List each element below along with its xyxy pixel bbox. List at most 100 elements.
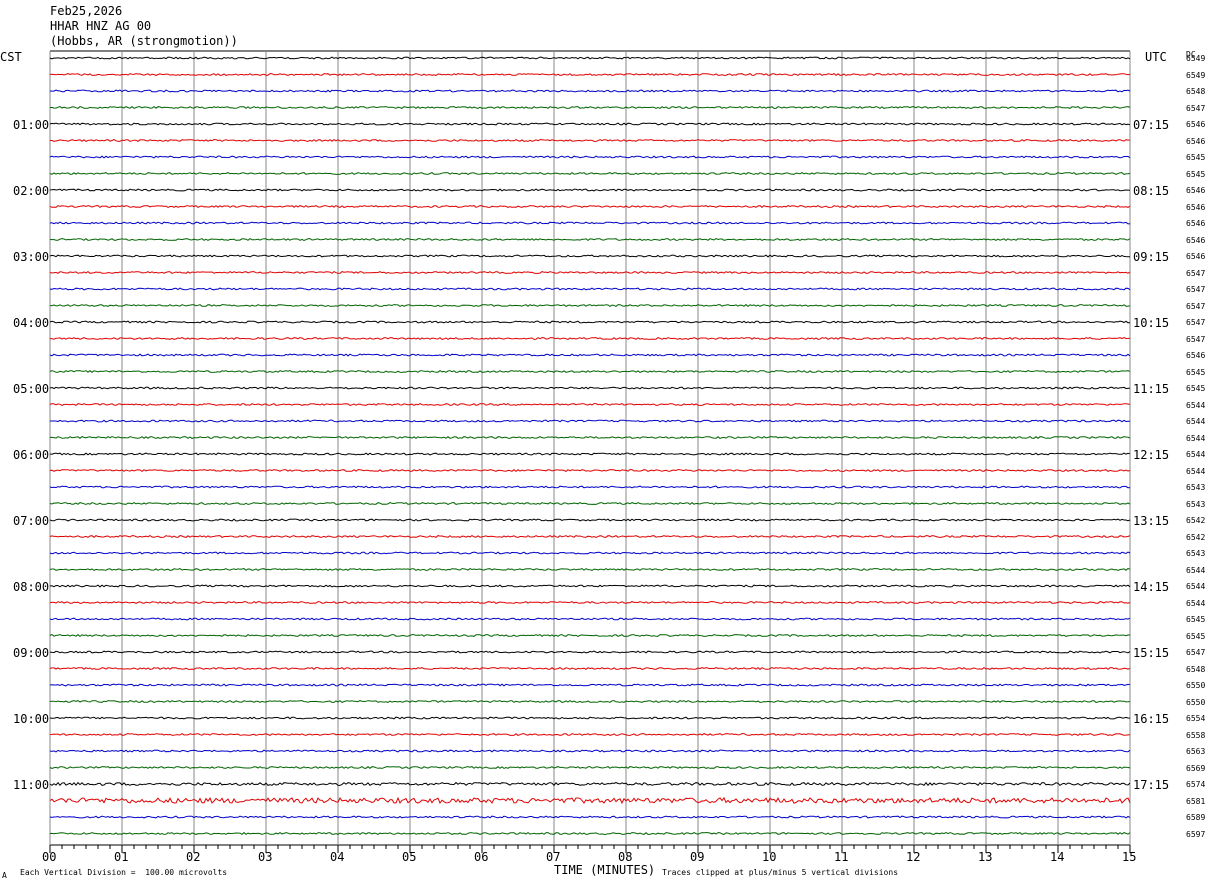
seismic-trace <box>49 699 1131 703</box>
right-hour-label: 09:15 <box>1133 250 1170 264</box>
dc-offset-label: 6542 <box>1186 516 1206 525</box>
trace-layer <box>49 56 1131 836</box>
seismic-trace <box>49 452 1131 456</box>
seismic-trace <box>49 270 1131 275</box>
seismic-trace <box>49 716 1131 720</box>
seismic-trace <box>49 435 1131 440</box>
dc-offset-label: 6545 <box>1186 384 1206 393</box>
seismic-trace <box>49 633 1131 638</box>
x-tick-label: 13 <box>978 850 993 864</box>
right-hour-label: 17:15 <box>1133 778 1170 792</box>
seismic-trace <box>49 796 1131 805</box>
left-hour-label: 06:00 <box>13 448 50 462</box>
dc-offset-label: 6563 <box>1186 747 1206 756</box>
dc-column-label: DC <box>1186 50 1196 59</box>
dc-offset-label: 6546 <box>1186 351 1206 360</box>
seismic-trace <box>49 551 1131 555</box>
seismic-trace <box>49 155 1131 159</box>
dc-offset-label: 6544 <box>1186 466 1206 476</box>
seismic-trace <box>49 303 1131 308</box>
dc-offset-label: 6547 <box>1186 648 1206 657</box>
seismic-trace <box>49 204 1131 209</box>
scale-note: Each Vertical Division = 100.00 microvol… <box>20 868 228 877</box>
dc-offset-label: 6546 <box>1186 186 1206 195</box>
dc-offset-label: 6546 <box>1186 219 1206 228</box>
x-tick-label: 12 <box>906 850 921 864</box>
dc-offset-label: 6546 <box>1186 120 1206 129</box>
left-hour-label: 05:00 <box>13 382 50 396</box>
seismic-trace <box>49 815 1131 819</box>
dc-offset-label: 6546 <box>1186 235 1206 245</box>
header-location: (Hobbs, AR (strongmotion)) <box>50 34 238 48</box>
x-tick-label: 02 <box>186 850 201 864</box>
right-hour-label: 16:15 <box>1133 712 1170 726</box>
dc-offset-label: 6544 <box>1186 433 1206 443</box>
seismic-trace <box>49 568 1131 572</box>
dc-offset-label: 6597 <box>1186 829 1206 839</box>
left-timezone-label: CST <box>0 50 22 64</box>
x-tick-label: 05 <box>402 850 417 864</box>
dc-offset-label: 6548 <box>1186 87 1206 96</box>
dc-offset-label: 6544 <box>1186 450 1206 459</box>
dc-offset-label: 6544 <box>1186 417 1206 426</box>
seismic-trace <box>49 485 1131 489</box>
left-hour-label: 09:00 <box>13 646 50 660</box>
seismic-trace <box>49 518 1131 522</box>
seismic-trace <box>49 353 1131 357</box>
x-tick-label: 14 <box>1050 850 1065 864</box>
seismic-trace <box>49 650 1131 654</box>
tick-layer <box>49 845 1131 853</box>
dc-offset-label: 6547 <box>1186 103 1206 113</box>
dc-offset-label: 6554 <box>1186 714 1206 723</box>
header-station: HHAR HNZ AG 00 <box>50 19 152 33</box>
left-hour-label: 03:00 <box>13 250 50 264</box>
dc-offset-label: 6546 <box>1186 202 1206 212</box>
right-hour-label: 12:15 <box>1133 448 1170 462</box>
seismic-trace <box>49 765 1131 770</box>
seismic-trace <box>49 386 1131 390</box>
right-timezone-label: UTC <box>1145 50 1167 64</box>
right-hour-label: 10:15 <box>1133 316 1170 330</box>
x-tick-label: 00 <box>42 850 57 864</box>
dc-offset-label: 6543 <box>1186 483 1206 492</box>
right-hour-label: 13:15 <box>1133 514 1170 528</box>
seismic-trace <box>49 402 1131 407</box>
dc-offset-label: 6545 <box>1186 615 1206 624</box>
dc-offset-label: 6545 <box>1186 169 1206 179</box>
seismic-trace <box>49 122 1131 126</box>
dc-offset-label: 6544 <box>1186 582 1206 591</box>
seismic-trace <box>50 105 1131 110</box>
dc-offset-label: 6547 <box>1186 285 1206 294</box>
left-hour-label: 04:00 <box>13 316 50 330</box>
dc-offset-label: 6574 <box>1186 780 1206 789</box>
right-hour-label: 11:15 <box>1133 382 1170 396</box>
seismic-trace <box>49 336 1131 341</box>
right-hour-label: 07:15 <box>1133 118 1170 132</box>
x-tick-label: 03 <box>258 850 273 864</box>
seismic-trace <box>49 617 1131 621</box>
dc-offset-label: 6581 <box>1186 796 1206 806</box>
seismic-trace <box>49 584 1131 588</box>
dc-offset-label: 6544 <box>1186 400 1206 410</box>
seismic-trace <box>49 320 1131 324</box>
seismic-trace <box>49 56 1131 60</box>
seismic-trace <box>49 72 1131 77</box>
seismic-trace <box>49 254 1131 258</box>
dc-offset-label: 6545 <box>1186 631 1206 641</box>
right-hour-label: 08:15 <box>1133 184 1170 198</box>
x-tick-label: 08 <box>618 850 633 864</box>
corner-mark: A <box>2 871 7 880</box>
x-tick-label: 11 <box>834 850 849 864</box>
x-tick-label: 10 <box>762 850 777 864</box>
seismic-trace <box>49 89 1131 93</box>
seismic-trace <box>49 831 1131 836</box>
seismic-trace <box>49 171 1131 175</box>
left-hour-label: 07:00 <box>13 514 50 528</box>
header-date: Feb25,2026 <box>50 4 123 18</box>
x-tick-label: 01 <box>114 850 129 864</box>
dc-offset-label: 6544 <box>1186 598 1206 608</box>
seismic-trace <box>49 188 1131 192</box>
dc-offset-label: 6569 <box>1186 763 1206 773</box>
dc-offset-label: 6550 <box>1186 681 1206 690</box>
